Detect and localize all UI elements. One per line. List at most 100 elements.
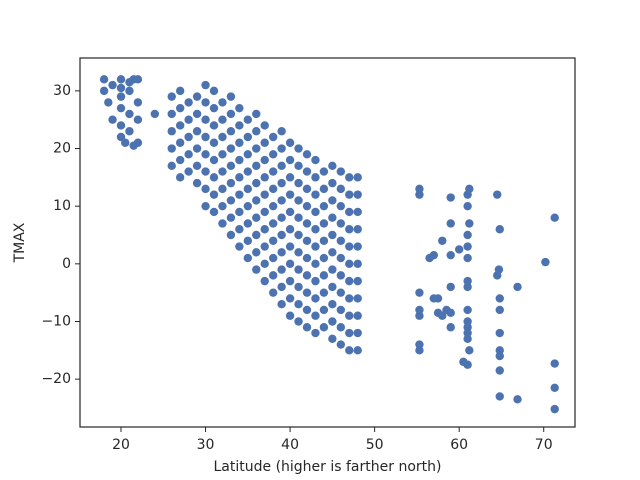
point	[353, 294, 362, 303]
point	[218, 184, 227, 194]
point	[328, 317, 337, 326]
point	[226, 92, 236, 101]
point	[133, 75, 143, 84]
point	[336, 236, 346, 245]
point	[252, 230, 261, 240]
point	[260, 121, 269, 130]
point	[268, 201, 278, 211]
point	[319, 305, 329, 315]
point	[513, 282, 522, 292]
point	[465, 346, 474, 355]
point	[302, 288, 312, 297]
plot-frame	[79, 57, 576, 428]
point	[192, 127, 202, 136]
point	[285, 207, 295, 217]
point	[235, 207, 244, 217]
point	[415, 346, 424, 355]
point	[294, 299, 303, 309]
point	[550, 404, 559, 414]
point	[277, 127, 286, 136]
x-tick-label: 20	[112, 437, 130, 453]
point	[493, 190, 502, 199]
point	[345, 328, 354, 338]
point	[465, 184, 474, 194]
point	[311, 294, 320, 303]
point	[209, 138, 219, 147]
point	[311, 225, 320, 234]
point	[125, 86, 134, 96]
point	[235, 242, 244, 251]
point	[446, 282, 455, 292]
point	[302, 201, 312, 211]
point	[268, 288, 278, 297]
point	[446, 308, 455, 318]
point	[226, 161, 236, 171]
point	[353, 242, 362, 251]
point	[336, 201, 346, 211]
point	[243, 132, 253, 142]
point	[463, 282, 472, 292]
point	[311, 242, 320, 251]
point	[235, 225, 244, 234]
point	[218, 98, 227, 107]
point	[328, 213, 337, 222]
point	[311, 190, 320, 199]
point	[285, 259, 295, 269]
point	[252, 248, 261, 257]
point	[446, 219, 455, 228]
point	[294, 317, 303, 326]
point	[175, 121, 185, 130]
point	[252, 161, 261, 171]
point	[336, 219, 346, 228]
point	[353, 190, 362, 199]
point	[209, 207, 219, 217]
point	[294, 265, 303, 274]
point	[294, 213, 303, 222]
point	[345, 259, 354, 269]
point	[285, 155, 295, 165]
point	[345, 242, 354, 251]
point	[336, 184, 346, 194]
point	[252, 127, 261, 136]
point	[133, 115, 143, 124]
point	[121, 138, 130, 147]
point	[495, 346, 504, 355]
point	[268, 271, 278, 280]
point	[218, 132, 227, 142]
point	[415, 184, 424, 194]
point	[454, 245, 464, 254]
point	[268, 167, 278, 176]
point	[319, 236, 329, 245]
point	[336, 253, 346, 263]
point	[353, 276, 362, 286]
point	[319, 201, 329, 211]
point	[277, 161, 286, 171]
point	[175, 86, 185, 96]
point	[433, 294, 443, 303]
point	[345, 346, 354, 355]
point	[268, 184, 278, 194]
point	[345, 276, 354, 286]
point	[285, 190, 295, 199]
point	[319, 288, 329, 297]
point	[277, 213, 286, 222]
point	[302, 167, 312, 176]
point	[353, 346, 362, 355]
point	[294, 248, 303, 257]
point	[463, 334, 472, 343]
point	[201, 150, 210, 159]
point	[302, 236, 312, 245]
point	[243, 184, 253, 194]
point	[99, 86, 109, 96]
point	[285, 242, 295, 251]
point	[277, 265, 286, 274]
point	[218, 167, 227, 176]
point	[550, 213, 559, 222]
point	[319, 219, 329, 228]
point	[192, 92, 202, 101]
point	[167, 127, 176, 136]
point	[277, 282, 286, 292]
point	[415, 305, 424, 315]
point	[184, 150, 193, 159]
point	[463, 317, 472, 326]
